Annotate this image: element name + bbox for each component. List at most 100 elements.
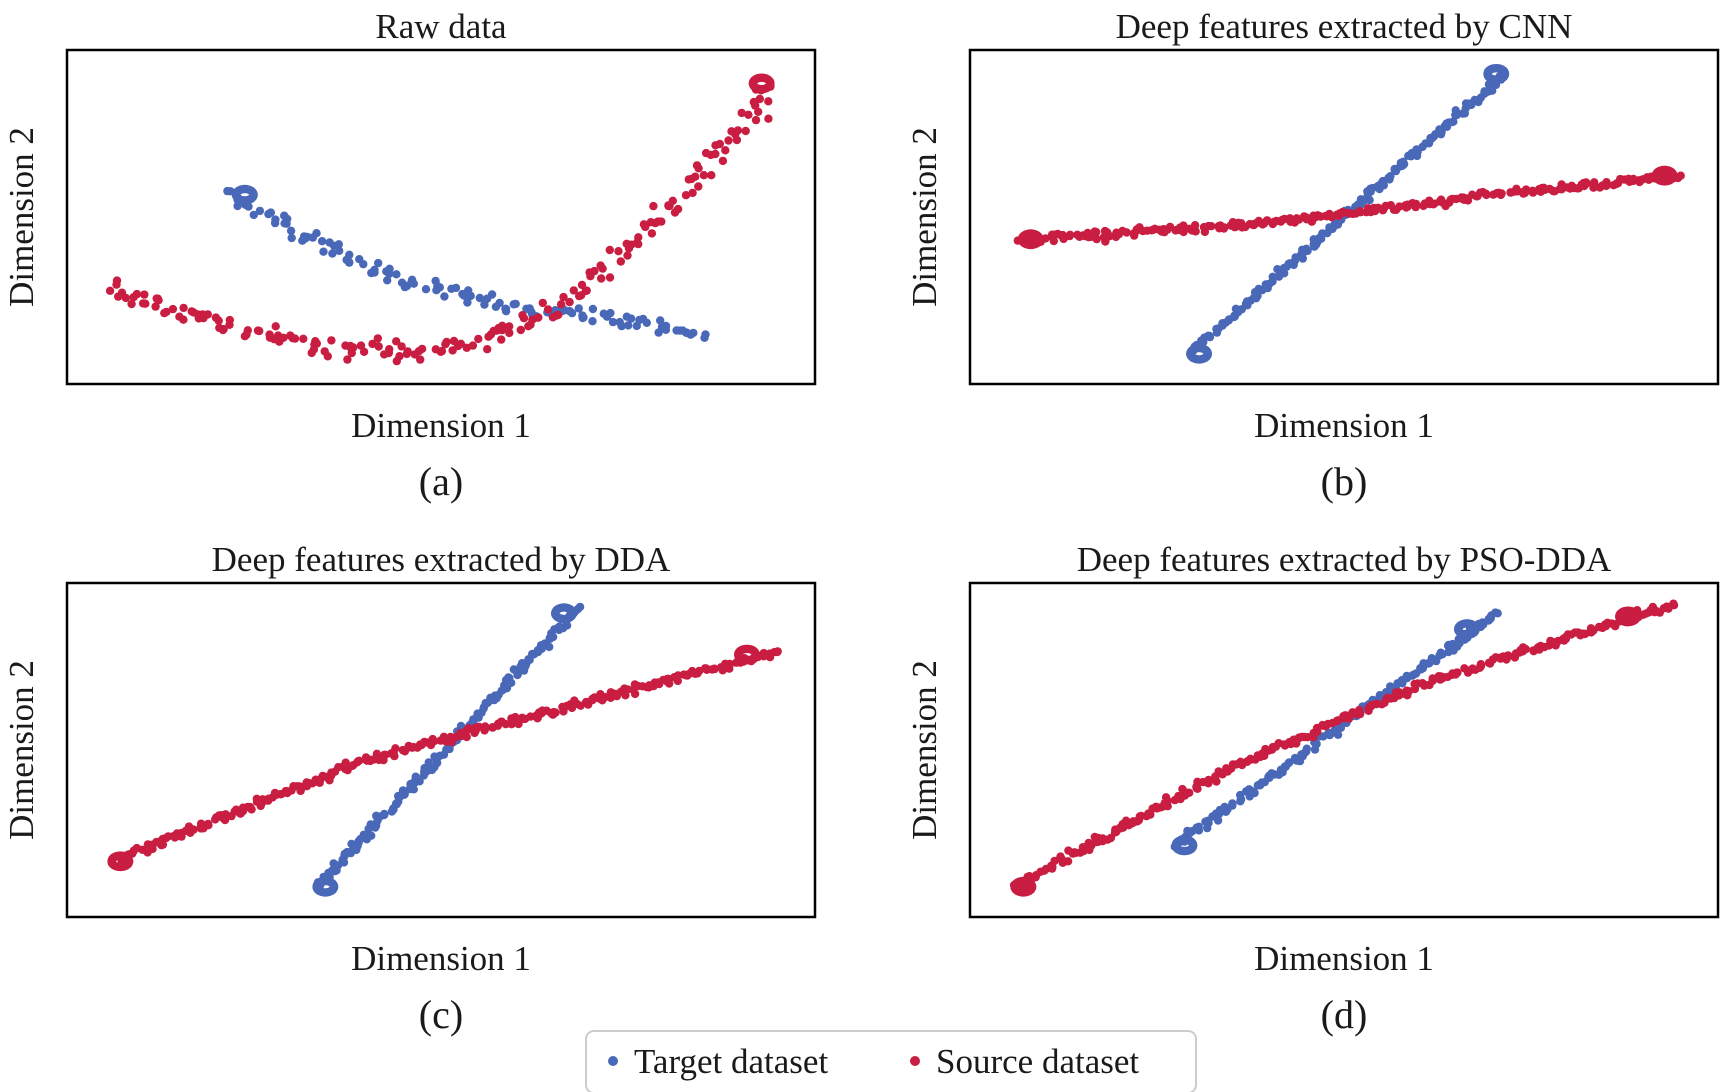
panel-a-frame — [65, 48, 817, 386]
source-point — [734, 651, 743, 660]
source-point — [707, 171, 716, 180]
legend-target-label: Target dataset — [634, 1042, 828, 1081]
source-point — [668, 196, 677, 205]
source-point — [665, 679, 674, 688]
source-point — [290, 334, 300, 343]
target-point — [286, 226, 296, 235]
source-point — [1065, 230, 1075, 239]
source-point — [327, 336, 336, 345]
target-point — [374, 258, 383, 268]
target-point — [385, 269, 394, 278]
target-point — [411, 772, 420, 781]
target-point — [1399, 159, 1409, 169]
source-point — [1185, 788, 1194, 797]
source-point — [179, 315, 188, 324]
target-point — [367, 268, 376, 278]
panel-c: Deep features extracted by DDA Dimension… — [2, 540, 817, 1037]
source-point — [634, 239, 643, 249]
target-point — [303, 232, 312, 242]
target-point — [456, 721, 466, 731]
source-point — [586, 272, 595, 281]
target-point — [1228, 799, 1237, 808]
source-point — [671, 673, 681, 682]
source-point — [657, 217, 666, 226]
source-point — [374, 342, 383, 351]
target-point — [495, 298, 504, 308]
source-point — [140, 290, 149, 299]
source-point — [737, 108, 746, 118]
source-point — [255, 326, 264, 336]
source-point — [684, 175, 693, 184]
panel-d: Deep features extracted by PSO-DDA Dimen… — [905, 540, 1720, 1037]
source-point — [1078, 843, 1088, 852]
panel-d-plot-area — [1009, 599, 1679, 897]
source-point — [1085, 845, 1094, 855]
source-point — [225, 320, 234, 329]
source-point — [710, 664, 719, 674]
source-point — [1355, 709, 1365, 719]
source-point — [511, 712, 520, 722]
source-point — [417, 344, 427, 354]
source-point — [1651, 606, 1661, 616]
source-point — [605, 245, 614, 255]
target-point — [466, 291, 475, 301]
target-point — [255, 206, 265, 216]
target-point — [480, 300, 489, 309]
source-point — [168, 304, 178, 314]
panel-d-ylabel: Dimension 2 — [905, 660, 944, 840]
source-point — [1494, 188, 1503, 197]
source-point — [1410, 679, 1419, 689]
source-point — [755, 94, 764, 104]
source-point — [141, 299, 150, 308]
target-point — [1254, 284, 1263, 294]
target-point — [463, 298, 472, 307]
target-point — [661, 325, 671, 334]
source-point — [524, 322, 533, 331]
target-point — [638, 314, 648, 324]
panel-d-xlabel: Dimension 1 — [1254, 939, 1434, 978]
source-point — [151, 302, 160, 311]
source-point — [673, 204, 683, 214]
panel-a-xlabel: Dimension 1 — [351, 406, 531, 445]
source-point — [204, 821, 213, 830]
target-point — [312, 229, 321, 238]
target-point — [355, 255, 364, 264]
source-point — [1573, 184, 1582, 193]
target-point — [1302, 744, 1311, 753]
target-point — [551, 610, 560, 619]
source-point — [474, 334, 483, 344]
source-point — [160, 308, 169, 318]
target-point — [367, 831, 376, 840]
panel-b-series-target — [1186, 64, 1510, 364]
panel-b-sublabel: (b) — [1321, 459, 1368, 504]
source-point — [725, 660, 735, 669]
source-point — [1219, 224, 1229, 233]
source-point — [534, 313, 543, 322]
target-point — [1203, 350, 1212, 359]
source-point — [718, 666, 727, 675]
source-point — [462, 732, 471, 742]
target-point — [383, 276, 392, 285]
target-point — [1454, 626, 1463, 635]
source-point — [1049, 236, 1058, 246]
source-point — [514, 719, 523, 729]
source-point — [748, 80, 758, 89]
target-point — [567, 309, 577, 318]
source-point — [429, 737, 439, 746]
source-point — [1428, 676, 1437, 685]
source-point — [505, 322, 514, 331]
target-point — [1493, 609, 1502, 618]
panel-a-series-source — [105, 73, 775, 366]
source-point — [240, 332, 250, 341]
target-point — [344, 257, 353, 266]
panel-b-xlabel: Dimension 1 — [1254, 406, 1434, 445]
target-point — [282, 219, 291, 228]
source-point — [764, 97, 773, 106]
target-point — [328, 249, 337, 258]
panel-a: Raw data Dimension 1 Dimension 2 (a) — [2, 7, 817, 504]
panel-a-sublabel: (a) — [419, 459, 463, 504]
source-point — [639, 220, 649, 229]
target-point — [1336, 723, 1346, 732]
target-point — [270, 218, 280, 228]
source-point — [309, 345, 319, 354]
